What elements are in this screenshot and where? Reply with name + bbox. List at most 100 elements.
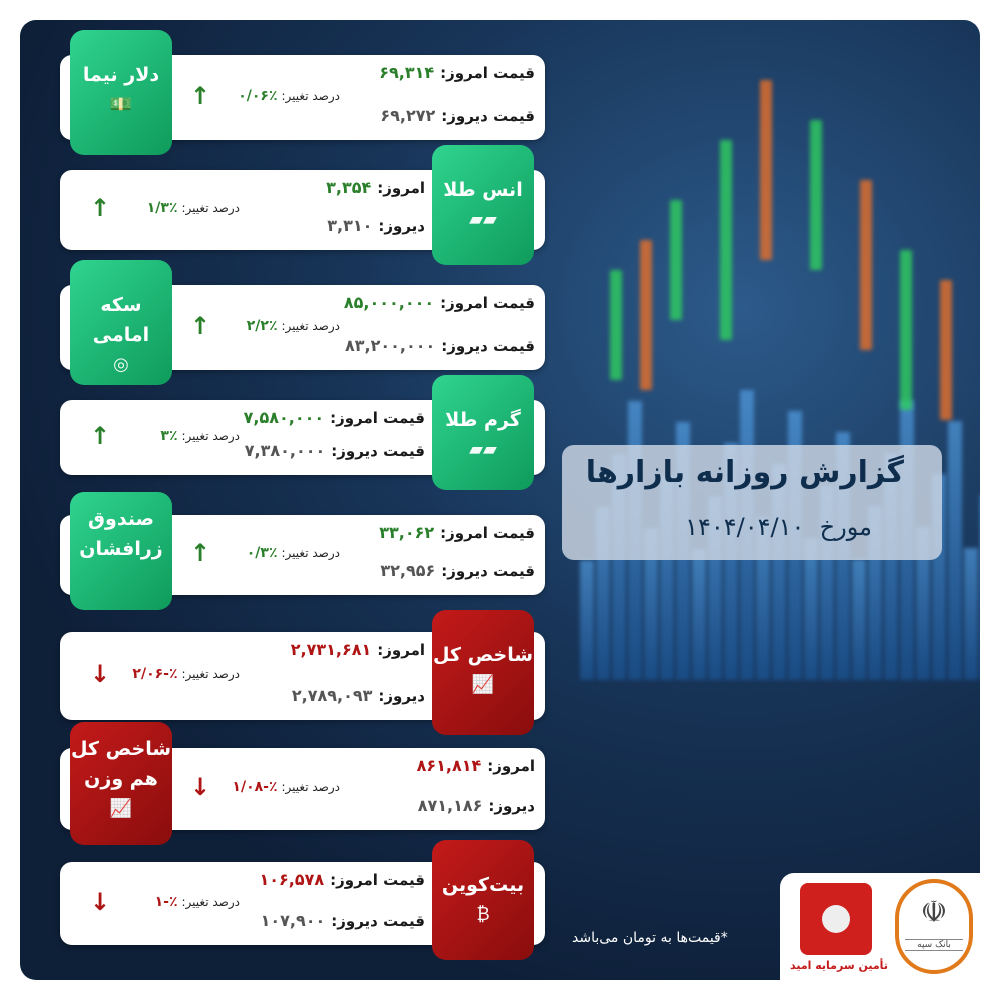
change-value: ٪۱/۳ <box>146 200 178 216</box>
asset-name: سکه امامی <box>92 294 150 346</box>
change-percent: درصد تغییر:٪۰/۳ <box>247 545 340 561</box>
today-value: ۳,۳۵۴ <box>326 178 372 197</box>
bitcoin-icon: ₿ <box>476 904 490 925</box>
market-row: قیمت امروز: ۱۰۶,۵۷۸ قیمت دیروز: ۱۰۷,۹۰۰ در… <box>60 840 545 960</box>
yesterday-line: قیمت دیروز: ۶۹,۲۷۲ <box>380 106 535 125</box>
yesterday-line: دیروز: ۲,۷۸۹,۰۹۳ <box>292 686 425 705</box>
bank-sepah-logo: ☫ بانک سپه <box>895 879 973 974</box>
asset-name: دلار نیما <box>82 64 160 86</box>
yesterday-value: ۱۰۷,۹۰۰ <box>260 911 326 930</box>
currency-note: *قیمت‌ها به تومان می‌باشد <box>572 930 728 946</box>
asset-name: صندوق زرافشان <box>79 508 163 560</box>
today-label: قیمت امروز: <box>440 294 535 312</box>
background-candle <box>610 270 622 380</box>
yesterday-value: ۷,۳۸۰,۰۰۰ <box>244 441 326 460</box>
yesterday-value: ۸۳,۲۰۰,۰۰۰ <box>344 336 436 355</box>
asset-tab: شاخص کل هم وزن 📈 <box>70 722 172 845</box>
today-line: قیمت امروز: ۳۳,۰۶۲ <box>379 523 535 542</box>
change-label: درصد تغییر: <box>281 318 340 333</box>
asset-tab: گرم طلا ▰▰ <box>432 375 534 490</box>
today-value: ۳۳,۰۶۲ <box>379 523 435 542</box>
today-label: قیمت امروز: <box>440 64 535 82</box>
background-candle <box>810 120 822 270</box>
banknote-icon: 💵 <box>109 94 133 115</box>
change-percent: درصد تغییر:٪-۱ <box>155 894 240 910</box>
change-label: درصد تغییر: <box>181 428 240 443</box>
yesterday-line: قیمت دیروز: ۳۲,۹۵۶ <box>380 561 535 580</box>
today-label: قیمت امروز: <box>440 524 535 542</box>
background-candle <box>640 240 652 390</box>
background-bar <box>804 538 818 680</box>
market-row: امروز: ۲,۷۳۱,۶۸۱ دیروز: ۲,۷۸۹,۰۹۳ درصد تغی… <box>60 610 545 735</box>
asset-tab: سکه امامی ◎ <box>70 260 172 385</box>
change-percent: درصد تغییر:٪۰/۰۶ <box>238 88 340 104</box>
arrow-up-icon: ↑ <box>190 81 211 110</box>
yesterday-value: ۲,۷۸۹,۰۹۳ <box>291 686 373 705</box>
asset-name: شاخص کل هم وزن <box>70 738 172 790</box>
yesterday-value: ۶۹,۲۷۲ <box>380 106 436 125</box>
yesterday-value: ۳۲,۹۵۶ <box>380 561 436 580</box>
background-bar <box>580 560 594 680</box>
change-value: ٪-۲/۰۶ <box>132 666 178 682</box>
chart-growth-icon: 📈 <box>109 798 133 819</box>
asset-name: بیت‌کوین <box>441 874 525 896</box>
asset-tab: دلار نیما 💵 <box>70 30 172 155</box>
market-row: قیمت امروز: ۷,۵۸۰,۰۰۰ قیمت دیروز: ۷,۳۸۰,۰۰… <box>60 375 545 490</box>
asset-name: شاخص کل <box>432 644 534 666</box>
yesterday-line: قیمت دیروز: ۷,۳۸۰,۰۰۰ <box>245 441 425 460</box>
background-candle <box>760 80 772 260</box>
background-candle <box>720 140 732 340</box>
logo2-name: بانک سپه <box>905 939 963 951</box>
change-percent: درصد تغییر:٪۱/۳ <box>147 200 240 216</box>
today-line: امروز: ۳,۳۵۴ <box>326 178 425 197</box>
asset-tab: بیت‌کوین ₿ <box>432 840 534 960</box>
change-value: ٪۰/۳ <box>246 545 278 561</box>
arrow-up-icon: ↑ <box>90 194 111 222</box>
asset-tab: انس طلا ▰▰ <box>432 145 534 265</box>
yesterday-label: دیروز: <box>378 687 425 705</box>
change-percent: درصد تغییر:٪-۲/۰۶ <box>132 666 240 682</box>
today-label: قیمت امروز: <box>330 409 425 427</box>
coins-icon: ◎ <box>113 354 129 375</box>
background-bar <box>692 549 706 680</box>
change-value: ٪۲/۲ <box>246 317 278 334</box>
today-value: ۷,۵۸۰,۰۰۰ <box>243 408 325 427</box>
change-value: ٪۰/۰۶ <box>238 87 278 104</box>
yesterday-label: دیروز: <box>378 217 425 235</box>
title-panel: گزارش روزانه بازارها مورخ ۱۴۰۴/۰۴/۱۰ <box>562 445 942 560</box>
background-candle <box>900 250 912 410</box>
change-percent: درصد تغییر:٪-۱/۰۸ <box>232 779 340 795</box>
yesterday-label: دیروز: <box>488 797 535 815</box>
arrow-up-icon: ↑ <box>190 539 211 567</box>
yesterday-line: دیروز: ۳,۳۱۰ <box>327 216 425 235</box>
gold-bars-icon: ▰▰ <box>469 439 497 460</box>
arrow-down-icon: ↓ <box>190 773 211 801</box>
today-value: ۱۰۶,۵۷۸ <box>259 870 325 889</box>
asset-name: انس طلا <box>443 179 523 201</box>
background-bar <box>852 559 866 680</box>
date-label: مورخ <box>819 513 872 541</box>
emblem-icon: ☫ <box>920 895 948 930</box>
market-row: قیمت امروز: ۸۵,۰۰۰,۰۰۰ قیمت دیروز: ۸۳,۲۰۰,… <box>60 260 545 385</box>
arrow-down-icon: ↓ <box>90 887 111 916</box>
arrow-up-icon: ↑ <box>190 311 211 340</box>
today-value: ۲,۷۳۱,۶۸۱ <box>290 640 372 659</box>
logos-panel: تأمین سرمایه امید ☫ بانک سپه <box>780 873 980 980</box>
yesterday-line: دیروز: ۸۷۱,۱۸۶ <box>418 796 535 815</box>
yesterday-line: قیمت دیروز: ۸۳,۲۰۰,۰۰۰ <box>345 336 535 355</box>
arrow-up-icon: ↑ <box>90 421 111 450</box>
logo1-name: تأمین سرمایه امید <box>790 959 888 972</box>
change-label: درصد تغییر: <box>181 667 240 681</box>
background-bar <box>948 421 962 680</box>
arrow-down-icon: ↓ <box>90 660 111 688</box>
chart-growth-icon: 📈 <box>471 674 495 695</box>
change-label: درصد تغییر: <box>281 546 340 560</box>
today-line: امروز: ۲,۷۳۱,۶۸۱ <box>291 640 425 659</box>
tamin-sarmayeh-omid-logo <box>800 883 872 955</box>
today-value: ۶۹,۳۱۴ <box>379 63 435 82</box>
today-label: قیمت امروز: <box>330 871 425 889</box>
change-label: درصد تغییر: <box>181 201 240 215</box>
today-label: امروز: <box>487 757 535 775</box>
asset-tab: شاخص کل 📈 <box>432 610 534 735</box>
background-bar <box>916 527 930 680</box>
